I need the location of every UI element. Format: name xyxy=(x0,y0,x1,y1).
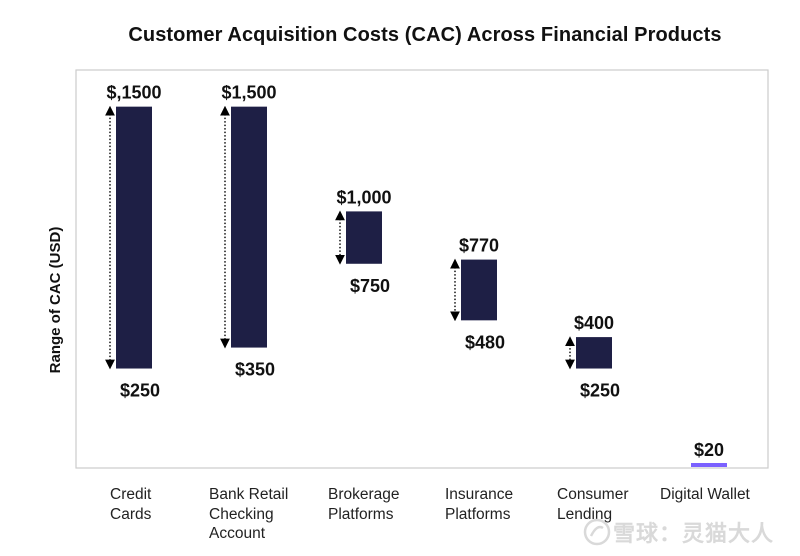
range-bar-1 xyxy=(231,106,267,348)
high-label-4: $400 xyxy=(574,313,614,333)
range-bar-5 xyxy=(691,463,727,467)
x-tick-label-4: Consumer Lending xyxy=(557,486,629,523)
low-label-4: $250 xyxy=(580,381,620,401)
range-bar-2 xyxy=(346,211,382,264)
watermark: 雪球：灵猫大人 xyxy=(583,516,774,548)
range-bar-4 xyxy=(576,337,612,369)
watermark-text: 雪球：灵猫大人 xyxy=(613,521,775,546)
low-label-2: $750 xyxy=(350,276,390,296)
snowball-logo-icon xyxy=(583,518,611,546)
chart-marks: $,1500 $250 $1,500 $350 $1,000 $750 $770 $480 $4… xyxy=(105,83,727,467)
high-label-2: $1,000 xyxy=(336,187,391,207)
low-label-1: $350 xyxy=(235,360,275,380)
x-tick-label-5: Digital Wallet xyxy=(660,486,750,503)
high-label-3: $770 xyxy=(459,236,499,256)
high-label-5: $20 xyxy=(694,440,724,460)
x-tick-label-0: Credit Cards xyxy=(110,486,152,523)
low-label-0: $250 xyxy=(120,381,160,401)
plot-frame xyxy=(75,69,769,469)
range-bar-3 xyxy=(461,259,497,321)
x-tick-label-3: Insurance Platforms xyxy=(445,486,514,523)
range-bar-0 xyxy=(116,106,152,369)
high-label-1: $1,500 xyxy=(221,83,276,103)
y-axis-label: Range of CAC (USD) xyxy=(47,227,64,374)
high-label-0: $,1500 xyxy=(106,83,161,103)
x-tick-label-1: Bank Retail Checking Account xyxy=(209,486,289,542)
chart-title: Customer Acquisition Costs (CAC) Across … xyxy=(128,24,722,46)
x-tick-label-2: Brokerage Platforms xyxy=(328,486,400,523)
low-label-3: $480 xyxy=(465,332,505,352)
